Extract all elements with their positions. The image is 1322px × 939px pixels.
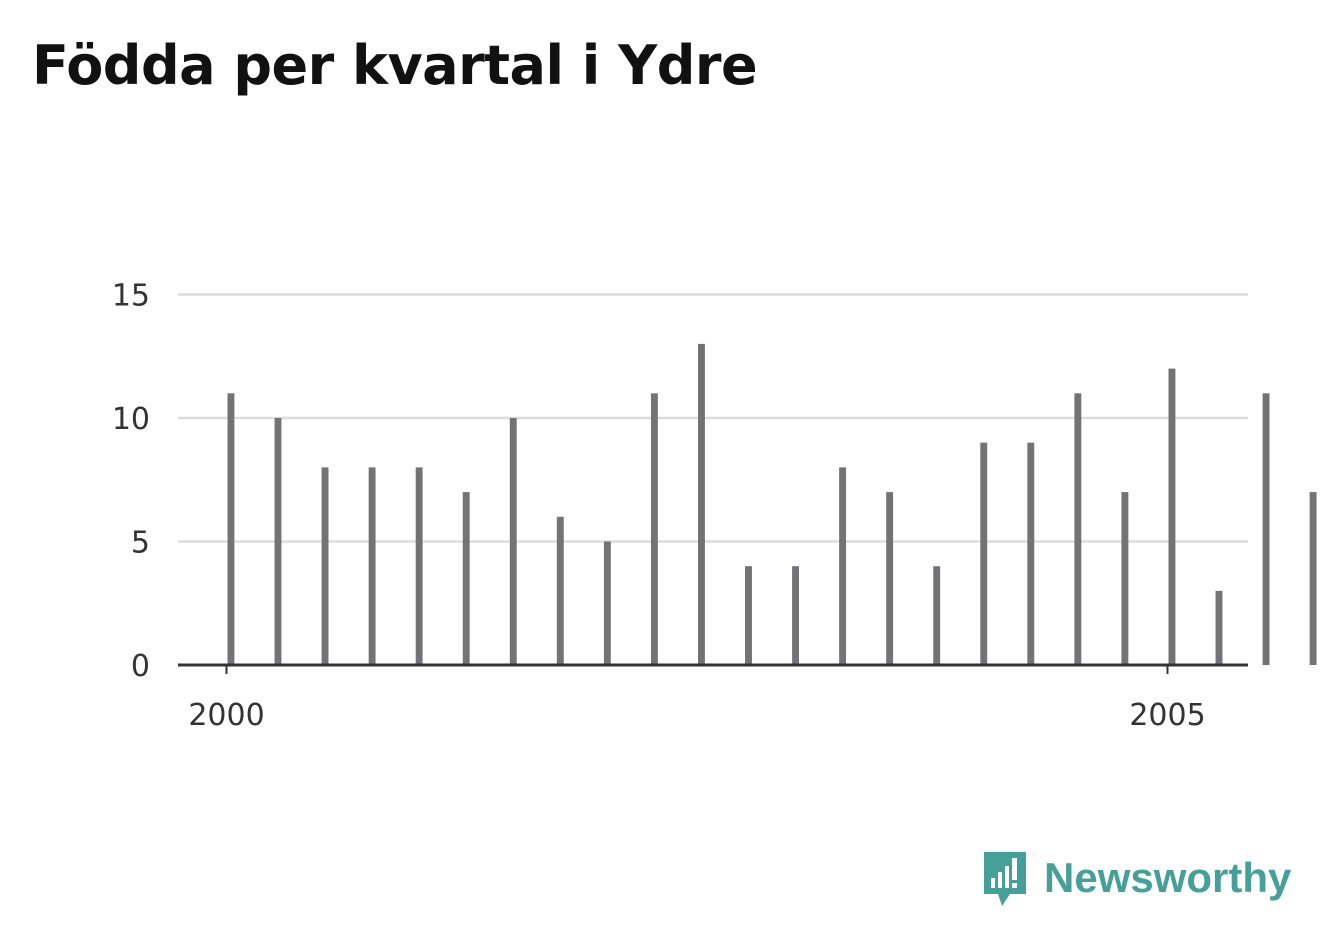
bar bbox=[1121, 492, 1129, 665]
bar bbox=[698, 343, 705, 665]
bar bbox=[368, 467, 376, 665]
bar bbox=[839, 467, 847, 665]
newsworthy-logo: Newsworthy bbox=[980, 848, 1291, 908]
bar bbox=[415, 467, 423, 665]
y-tick-label: 5 bbox=[131, 526, 150, 561]
bar bbox=[462, 492, 470, 665]
bar bbox=[603, 541, 611, 665]
bar bbox=[274, 418, 282, 665]
bar bbox=[1074, 393, 1082, 665]
brand-name: Newsworthy bbox=[1044, 854, 1292, 901]
newsworthy-logo-icon bbox=[984, 852, 1026, 906]
bar bbox=[509, 418, 517, 665]
bar bbox=[1262, 393, 1270, 665]
bar bbox=[933, 566, 941, 665]
bar bbox=[227, 393, 235, 665]
bar bbox=[745, 566, 752, 665]
bar bbox=[650, 393, 658, 665]
x-tick-label: 2005 bbox=[1129, 698, 1205, 733]
bar bbox=[792, 566, 799, 665]
bar bbox=[1215, 590, 1223, 665]
y-tick-label: 0 bbox=[131, 649, 150, 684]
y-tick-label: 10 bbox=[112, 402, 150, 437]
bar bbox=[321, 467, 329, 665]
bar bbox=[1168, 368, 1176, 665]
chart-title: Födda per kvartal i Ydre bbox=[32, 34, 758, 97]
x-tick-label: 2000 bbox=[188, 698, 264, 733]
bar bbox=[980, 442, 988, 665]
bar bbox=[556, 516, 564, 665]
bar bbox=[1309, 492, 1317, 665]
y-tick-label: 15 bbox=[112, 279, 150, 314]
bar bbox=[1027, 442, 1035, 665]
bar bbox=[886, 492, 894, 665]
